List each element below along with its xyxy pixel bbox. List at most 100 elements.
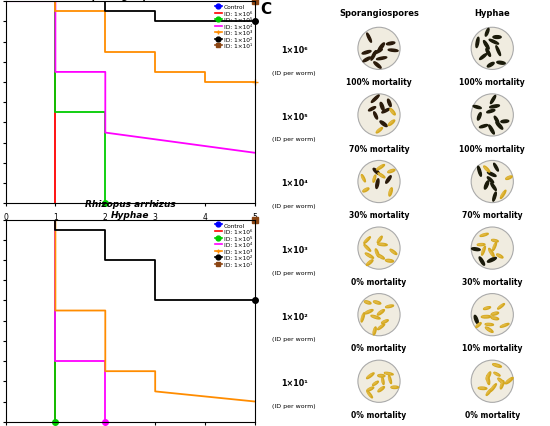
Text: 70% mortality: 70% mortality (462, 211, 522, 220)
Text: 100% mortality: 100% mortality (346, 78, 412, 87)
Ellipse shape (378, 174, 383, 177)
Circle shape (358, 28, 400, 70)
Ellipse shape (376, 128, 382, 134)
Ellipse shape (476, 323, 481, 328)
Ellipse shape (388, 170, 395, 173)
Text: 100% mortality: 100% mortality (459, 78, 525, 87)
Ellipse shape (476, 38, 479, 49)
Ellipse shape (366, 254, 371, 257)
Ellipse shape (489, 250, 492, 255)
Ellipse shape (371, 316, 380, 319)
Text: 70% mortality: 70% mortality (349, 144, 409, 153)
Ellipse shape (376, 179, 379, 189)
Text: Hyphae: Hyphae (475, 9, 510, 18)
Ellipse shape (387, 43, 395, 46)
Ellipse shape (500, 381, 504, 389)
Ellipse shape (367, 261, 371, 265)
Ellipse shape (373, 382, 377, 385)
Ellipse shape (485, 29, 489, 37)
Ellipse shape (489, 126, 494, 135)
Ellipse shape (489, 249, 494, 257)
Ellipse shape (387, 306, 391, 307)
Ellipse shape (501, 121, 509, 124)
Text: 0% mortality: 0% mortality (351, 277, 406, 286)
Ellipse shape (480, 234, 488, 237)
Ellipse shape (493, 37, 501, 39)
Ellipse shape (361, 175, 365, 182)
Ellipse shape (375, 251, 377, 256)
Text: (ID per worm): (ID per worm) (272, 270, 316, 275)
Ellipse shape (498, 304, 504, 309)
Ellipse shape (378, 255, 384, 259)
Ellipse shape (367, 387, 373, 391)
Ellipse shape (479, 257, 485, 265)
Ellipse shape (377, 58, 387, 60)
Ellipse shape (496, 47, 500, 56)
Ellipse shape (378, 375, 383, 376)
Circle shape (471, 360, 513, 403)
Ellipse shape (367, 34, 371, 43)
Ellipse shape (506, 379, 510, 382)
Ellipse shape (490, 106, 499, 109)
Ellipse shape (377, 166, 382, 169)
Ellipse shape (493, 365, 499, 366)
Ellipse shape (361, 176, 364, 181)
Ellipse shape (378, 173, 385, 178)
Ellipse shape (390, 110, 393, 114)
Circle shape (471, 95, 513, 137)
Ellipse shape (483, 41, 489, 50)
Ellipse shape (379, 244, 384, 245)
Ellipse shape (498, 305, 502, 308)
Ellipse shape (378, 244, 387, 246)
Ellipse shape (363, 58, 371, 63)
Circle shape (471, 294, 513, 336)
Ellipse shape (486, 372, 491, 380)
Ellipse shape (364, 237, 370, 244)
Ellipse shape (373, 327, 376, 335)
Ellipse shape (390, 250, 394, 253)
Ellipse shape (378, 238, 381, 242)
Text: (ID per worm): (ID per worm) (272, 71, 316, 76)
Text: (ID per worm): (ID per worm) (272, 204, 316, 208)
Text: (ID per worm): (ID per worm) (272, 403, 316, 408)
Ellipse shape (496, 122, 503, 130)
Ellipse shape (489, 40, 498, 45)
Text: 1×10¹: 1×10¹ (280, 378, 307, 387)
Ellipse shape (484, 168, 488, 171)
Ellipse shape (382, 109, 390, 114)
Ellipse shape (378, 324, 384, 330)
Text: (ID per worm): (ID per worm) (272, 337, 316, 341)
Title: Rhizopus arrhizus
Hyphae: Rhizopus arrhizus Hyphae (85, 200, 175, 219)
Ellipse shape (478, 387, 487, 390)
Ellipse shape (366, 311, 371, 313)
Text: 30% mortality: 30% mortality (462, 277, 522, 286)
Ellipse shape (378, 44, 384, 52)
Ellipse shape (484, 167, 490, 173)
Circle shape (358, 360, 400, 403)
Ellipse shape (493, 244, 495, 249)
Ellipse shape (491, 184, 496, 191)
Text: 100% mortality: 100% mortality (459, 144, 525, 153)
Ellipse shape (487, 377, 488, 383)
Ellipse shape (479, 388, 485, 389)
Ellipse shape (378, 387, 384, 392)
Ellipse shape (386, 176, 391, 184)
Ellipse shape (498, 379, 502, 383)
Ellipse shape (491, 312, 498, 316)
Ellipse shape (389, 188, 392, 196)
Ellipse shape (486, 328, 491, 331)
Ellipse shape (482, 316, 488, 317)
Ellipse shape (373, 328, 375, 333)
Ellipse shape (487, 178, 493, 184)
Ellipse shape (373, 301, 381, 305)
Text: Sporangiospores: Sporangiospores (339, 9, 419, 18)
Ellipse shape (365, 302, 369, 303)
Ellipse shape (506, 176, 512, 180)
Ellipse shape (388, 377, 390, 382)
Ellipse shape (375, 249, 379, 257)
Ellipse shape (378, 311, 382, 314)
Ellipse shape (386, 260, 391, 262)
Ellipse shape (378, 256, 382, 258)
Ellipse shape (480, 125, 488, 129)
Ellipse shape (365, 253, 373, 259)
